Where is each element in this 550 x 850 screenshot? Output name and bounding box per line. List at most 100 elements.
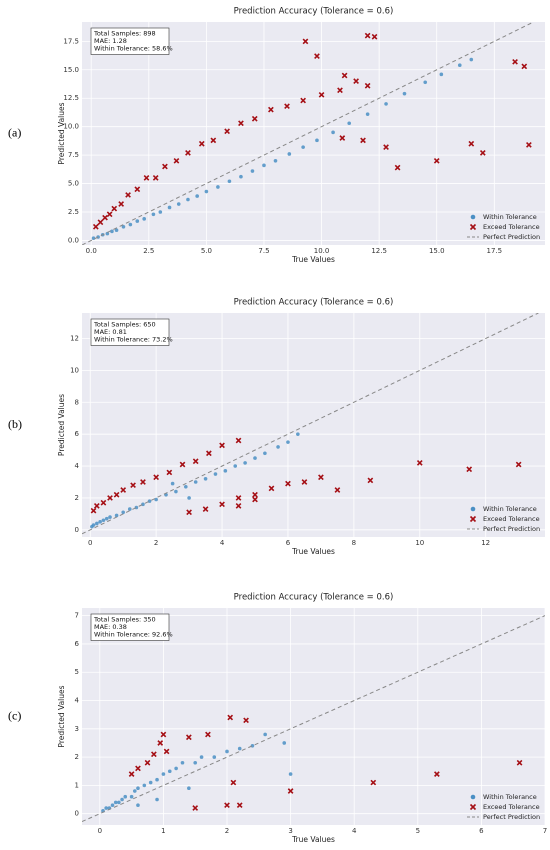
legend-label: Within Tolerance: [483, 505, 537, 513]
point: [111, 205, 118, 212]
point: [158, 210, 163, 214]
legend-label: Perfect Prediction: [483, 233, 540, 241]
point: [224, 128, 230, 135]
points: [82, 313, 539, 535]
y-tick-label: 6: [75, 430, 80, 438]
point: [224, 802, 230, 809]
legend-marker: [469, 223, 477, 231]
point: [192, 458, 199, 465]
annotation-text: Total Samples: 898: [93, 30, 156, 38]
x-tick-label: 5: [416, 827, 420, 835]
plot-area: [82, 313, 545, 537]
point: [230, 779, 237, 786]
plot-area: [82, 22, 545, 245]
point: [142, 217, 146, 221]
point: [152, 175, 159, 181]
y-tick-label: 6: [75, 640, 80, 648]
point: [227, 714, 234, 721]
point: [433, 157, 440, 164]
y-tick-label: 15.0: [63, 66, 79, 74]
point: [192, 805, 199, 811]
x-tick-label: 1: [161, 827, 165, 835]
y-tick-label: 5: [75, 668, 79, 676]
point: [339, 135, 346, 141]
x-tick-label: 8: [352, 539, 356, 547]
point: [187, 786, 191, 791]
y-axis-label: Predicted Values: [57, 685, 66, 747]
point: [301, 145, 305, 149]
points: [82, 615, 545, 823]
point: [157, 740, 164, 746]
point: [176, 202, 181, 206]
point: [205, 731, 211, 738]
point: [284, 103, 290, 110]
point: [203, 477, 208, 481]
x-tick-label: 2.5: [143, 247, 154, 255]
x-tick-label: 7: [543, 827, 547, 835]
point: [186, 509, 192, 516]
point: [367, 477, 374, 484]
point: [365, 112, 370, 116]
point: [136, 803, 140, 807]
annotation-text: MAE: 1.28: [94, 37, 127, 45]
point: [276, 445, 280, 449]
point: [512, 58, 518, 65]
point: [371, 33, 378, 40]
reference-line: [82, 615, 545, 823]
point: [134, 186, 141, 193]
point: [136, 786, 140, 791]
x-tick-label: 10: [415, 539, 424, 547]
point: [180, 760, 185, 765]
point: [193, 480, 198, 484]
point: [90, 507, 97, 514]
point: [198, 140, 205, 147]
point: [135, 765, 141, 772]
point: [163, 748, 170, 755]
point: [117, 800, 121, 805]
point: [125, 192, 131, 198]
point: [130, 482, 136, 489]
point: [91, 523, 96, 527]
panel-label: (a): [8, 125, 21, 139]
point: [250, 169, 255, 173]
y-tick-label: 12: [70, 335, 79, 343]
annotation-text: Total Samples: 350: [93, 616, 156, 624]
point: [155, 797, 159, 802]
point: [114, 228, 119, 233]
point: [521, 63, 528, 70]
point: [370, 779, 377, 786]
x-tick-label: 4: [220, 539, 225, 547]
point: [287, 152, 292, 156]
y-tick-label: 12.5: [63, 94, 79, 102]
point: [263, 451, 267, 456]
point: [237, 746, 242, 751]
point: [286, 440, 290, 444]
x-tick-label: 0.0: [86, 247, 97, 255]
point: [210, 137, 217, 144]
point: [132, 789, 137, 793]
y-tick-label: 2: [75, 753, 79, 761]
point: [97, 219, 104, 226]
x-tick-label: 15.0: [429, 247, 445, 255]
point: [204, 189, 209, 194]
point: [300, 97, 306, 104]
x-tick-label: 0: [88, 539, 92, 547]
point: [360, 137, 366, 144]
point: [227, 179, 232, 184]
y-tick-label: 4: [75, 697, 80, 705]
point: [185, 734, 192, 741]
point: [93, 503, 100, 509]
point: [135, 219, 140, 223]
point: [285, 480, 291, 487]
point: [402, 91, 407, 96]
points: [82, 22, 534, 245]
point: [193, 760, 198, 765]
y-tick-label: 17.5: [63, 37, 79, 45]
annotation-box: [90, 318, 170, 346]
point: [239, 174, 243, 179]
legend-label: Exceed Tolerance: [483, 803, 540, 811]
point: [301, 479, 308, 485]
point: [457, 63, 462, 68]
x-tick-label: 12: [481, 539, 490, 547]
point: [416, 459, 423, 466]
